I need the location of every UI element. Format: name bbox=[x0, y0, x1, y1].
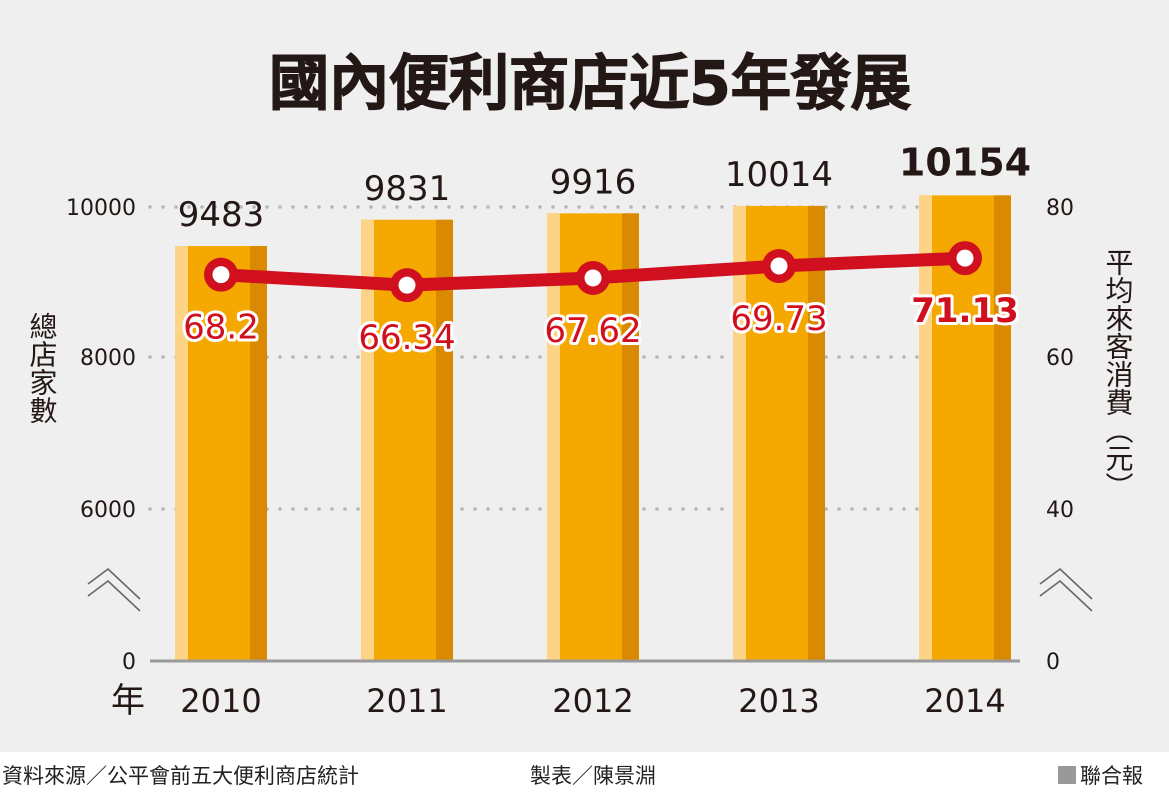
x-tick-label: 2013 bbox=[738, 682, 819, 720]
bar-shade bbox=[622, 213, 639, 662]
line-series bbox=[204, 241, 982, 303]
line-value-label: 68.2 bbox=[183, 308, 259, 348]
y-right-tick-label: 0 bbox=[1046, 650, 1060, 675]
x-unit-label: 年 bbox=[111, 681, 145, 721]
line-value-labels: 68.2 66.34 67.62 69.73 71.13 bbox=[180, 288, 1022, 361]
line-marker-inner bbox=[770, 257, 788, 275]
bar bbox=[361, 219, 453, 661]
bar-highlight bbox=[361, 219, 374, 661]
y-left-tick-label: 10000 bbox=[66, 196, 136, 221]
credit-text: 製表／陳景淵 bbox=[530, 764, 656, 788]
bar-value-label: 10014 bbox=[725, 155, 833, 195]
footer: 資料來源／公平會前五大便利商店統計 製表／陳景淵 聯合報 bbox=[0, 752, 1169, 796]
y-right-tick-label: 60 bbox=[1046, 346, 1074, 371]
x-tick-label: 2011 bbox=[366, 682, 447, 720]
line-marker-inner bbox=[398, 276, 416, 294]
brand-square-icon bbox=[1058, 766, 1076, 784]
bar-shade bbox=[250, 246, 267, 661]
y-right-axis-label: 平均來客消費（元） bbox=[1102, 248, 1135, 500]
bar-value-label: 9483 bbox=[178, 195, 265, 235]
break-mark bbox=[87, 567, 141, 600]
line-value-label: 69.73 bbox=[730, 299, 827, 339]
y-right-tick-label: 40 bbox=[1046, 498, 1074, 523]
bar-highlight bbox=[175, 246, 188, 661]
bar-value-label: 9831 bbox=[364, 169, 451, 209]
bar-highlight bbox=[733, 205, 746, 661]
bar-value-label: 9916 bbox=[550, 162, 637, 202]
bar bbox=[175, 246, 267, 661]
y-left-tick-label: 6000 bbox=[80, 498, 136, 523]
line-marker-inner bbox=[956, 249, 974, 267]
y-left-tick-label: 0 bbox=[122, 650, 136, 675]
line-value-label: 66.34 bbox=[358, 318, 455, 358]
chart-title: 國內便利商店近5年發展 bbox=[269, 49, 911, 119]
line-marker-inner bbox=[584, 269, 602, 287]
x-tick-label: 2012 bbox=[552, 682, 633, 720]
y-left-break-icon bbox=[87, 567, 141, 612]
brand: 聯合報 bbox=[1058, 760, 1143, 790]
line-value-label: 71.13 bbox=[911, 291, 1019, 331]
break-mark bbox=[1039, 567, 1093, 600]
y-left-axis-label: 總店家數 bbox=[26, 312, 59, 424]
bar-highlight bbox=[547, 213, 560, 662]
break-mark bbox=[87, 579, 141, 612]
bar-highlight bbox=[919, 195, 932, 662]
line-marker-inner bbox=[212, 266, 230, 284]
brand-name: 聯合報 bbox=[1080, 764, 1143, 788]
x-tick-label: 2014 bbox=[924, 682, 1005, 720]
axes: 0 6000 8000 10000 0 40 60 80 2010 2011 2012 2013 201… bbox=[66, 196, 1093, 720]
chart-area: 國內便利商店近5年發展 9483 9831 9916 10014 10154 68.2 6… bbox=[0, 0, 1169, 752]
bar-shade bbox=[994, 195, 1011, 662]
x-tick-label: 2010 bbox=[180, 682, 261, 720]
bar-value-label: 10154 bbox=[899, 140, 1031, 184]
line-value-label: 67.62 bbox=[544, 311, 641, 351]
source-text: 資料來源／公平會前五大便利商店統計 bbox=[2, 764, 359, 788]
bar-shade bbox=[436, 219, 453, 661]
bar-shade bbox=[808, 205, 825, 661]
y-left-tick-label: 8000 bbox=[80, 346, 136, 371]
break-mark bbox=[1039, 579, 1093, 612]
y-right-tick-label: 80 bbox=[1046, 196, 1074, 221]
bar-value-labels: 9483 9831 9916 10014 10154 bbox=[178, 140, 1031, 235]
y-right-break-icon bbox=[1039, 567, 1093, 612]
